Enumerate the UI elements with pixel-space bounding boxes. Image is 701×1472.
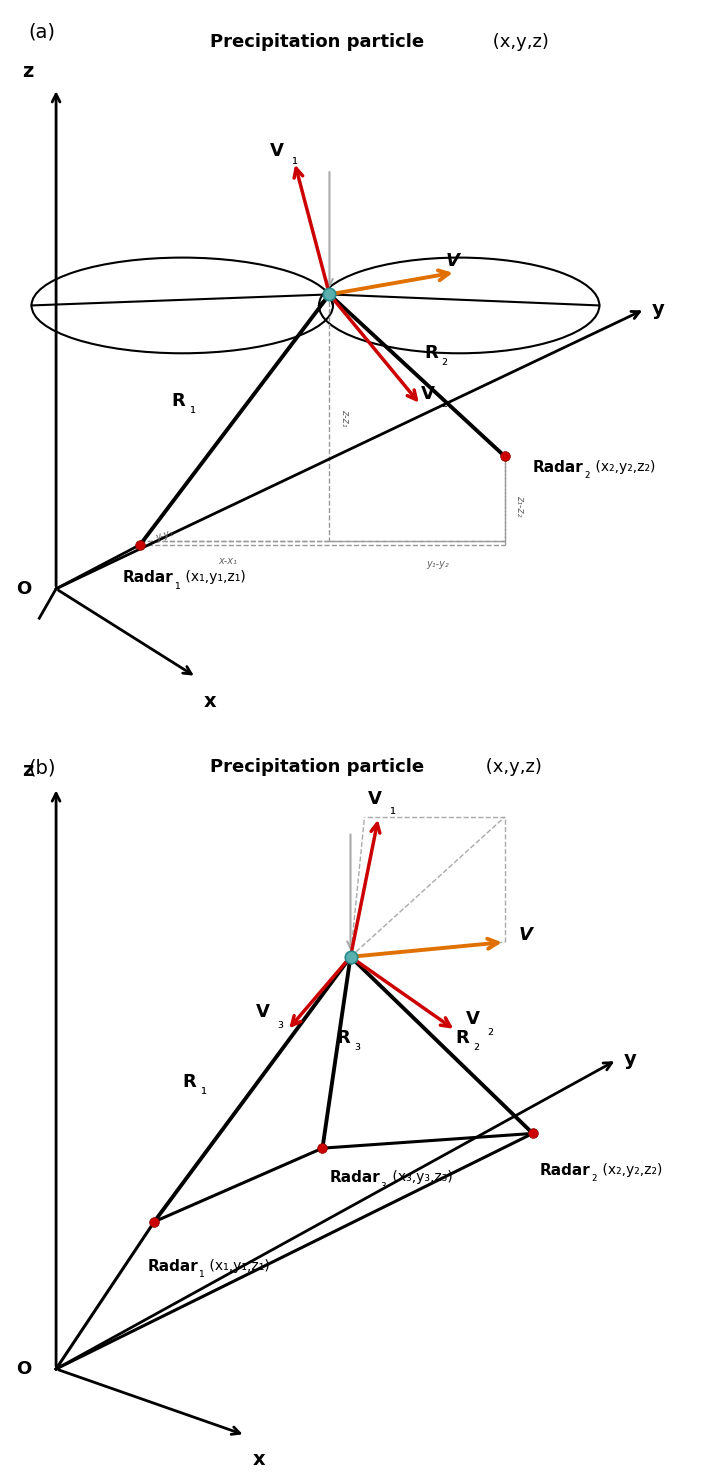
Text: Precipitation particle: Precipitation particle bbox=[210, 32, 424, 52]
Text: ₂: ₂ bbox=[442, 353, 448, 368]
Text: R: R bbox=[182, 1073, 196, 1091]
Text: z: z bbox=[22, 761, 34, 780]
Text: ₃: ₃ bbox=[381, 1178, 386, 1192]
Text: ₁: ₁ bbox=[200, 1082, 206, 1097]
Text: Radar: Radar bbox=[329, 1170, 380, 1185]
Text: z: z bbox=[22, 62, 34, 81]
Text: ₁: ₁ bbox=[174, 577, 179, 592]
Text: O: O bbox=[16, 580, 32, 598]
Text: x-x₁: x-x₁ bbox=[219, 555, 237, 565]
Text: Radar: Radar bbox=[540, 1163, 590, 1178]
Text: x: x bbox=[203, 692, 216, 711]
Text: ₂: ₂ bbox=[591, 1170, 597, 1185]
Text: (x₁,y₁,z₁): (x₁,y₁,z₁) bbox=[205, 1259, 270, 1273]
Text: Precipitation particle (x,y,z): Precipitation particle (x,y,z) bbox=[210, 32, 459, 52]
Text: (x,y,z): (x,y,z) bbox=[480, 758, 542, 776]
Text: ₁: ₁ bbox=[189, 400, 196, 417]
Text: V: V bbox=[466, 1010, 480, 1029]
Text: Precipitation particle: Precipitation particle bbox=[210, 758, 424, 776]
Text: V: V bbox=[421, 384, 435, 403]
Text: V: V bbox=[256, 1002, 270, 1022]
Text: V: V bbox=[368, 789, 382, 808]
Text: y₁-y₂: y₁-y₂ bbox=[427, 559, 449, 570]
Text: Radar: Radar bbox=[533, 459, 583, 475]
Text: ₁: ₁ bbox=[198, 1266, 204, 1281]
Text: ₃: ₃ bbox=[277, 1016, 283, 1030]
Text: (x₁,y₁,z₁): (x₁,y₁,z₁) bbox=[181, 570, 245, 584]
Text: R: R bbox=[424, 344, 438, 362]
Text: (x,y,z): (x,y,z) bbox=[487, 32, 549, 52]
Text: x: x bbox=[252, 1450, 265, 1469]
Text: R: R bbox=[336, 1029, 350, 1047]
Text: V: V bbox=[519, 926, 533, 944]
Text: Radar: Radar bbox=[147, 1259, 198, 1273]
Text: (a): (a) bbox=[28, 22, 55, 41]
Text: ₁: ₁ bbox=[291, 152, 297, 168]
Text: y-y₁: y-y₁ bbox=[154, 528, 175, 543]
Text: y: y bbox=[652, 300, 665, 318]
Text: z-z₁: z-z₁ bbox=[340, 409, 350, 427]
Text: O: O bbox=[16, 1360, 32, 1378]
Text: R: R bbox=[456, 1029, 470, 1047]
Text: V: V bbox=[445, 252, 459, 271]
Text: Radar: Radar bbox=[123, 570, 173, 586]
Text: y: y bbox=[624, 1051, 637, 1069]
Text: (b): (b) bbox=[28, 758, 55, 777]
Text: ₂: ₂ bbox=[584, 468, 590, 481]
Text: (x₂,y₂,z₂): (x₂,y₂,z₂) bbox=[591, 459, 655, 474]
Text: (x₂,y₂,z₂): (x₂,y₂,z₂) bbox=[598, 1163, 662, 1178]
Text: R: R bbox=[172, 392, 186, 411]
Text: z₁-z₂: z₁-z₂ bbox=[515, 495, 525, 517]
Text: ₂: ₂ bbox=[487, 1023, 494, 1038]
Text: ₂: ₂ bbox=[473, 1038, 479, 1052]
Text: (x₃,y₃,z₃): (x₃,y₃,z₃) bbox=[388, 1170, 452, 1185]
Text: ₂: ₂ bbox=[442, 394, 448, 411]
Text: V: V bbox=[270, 141, 284, 160]
Text: ₁: ₁ bbox=[389, 802, 395, 817]
Text: ₃: ₃ bbox=[354, 1038, 360, 1052]
